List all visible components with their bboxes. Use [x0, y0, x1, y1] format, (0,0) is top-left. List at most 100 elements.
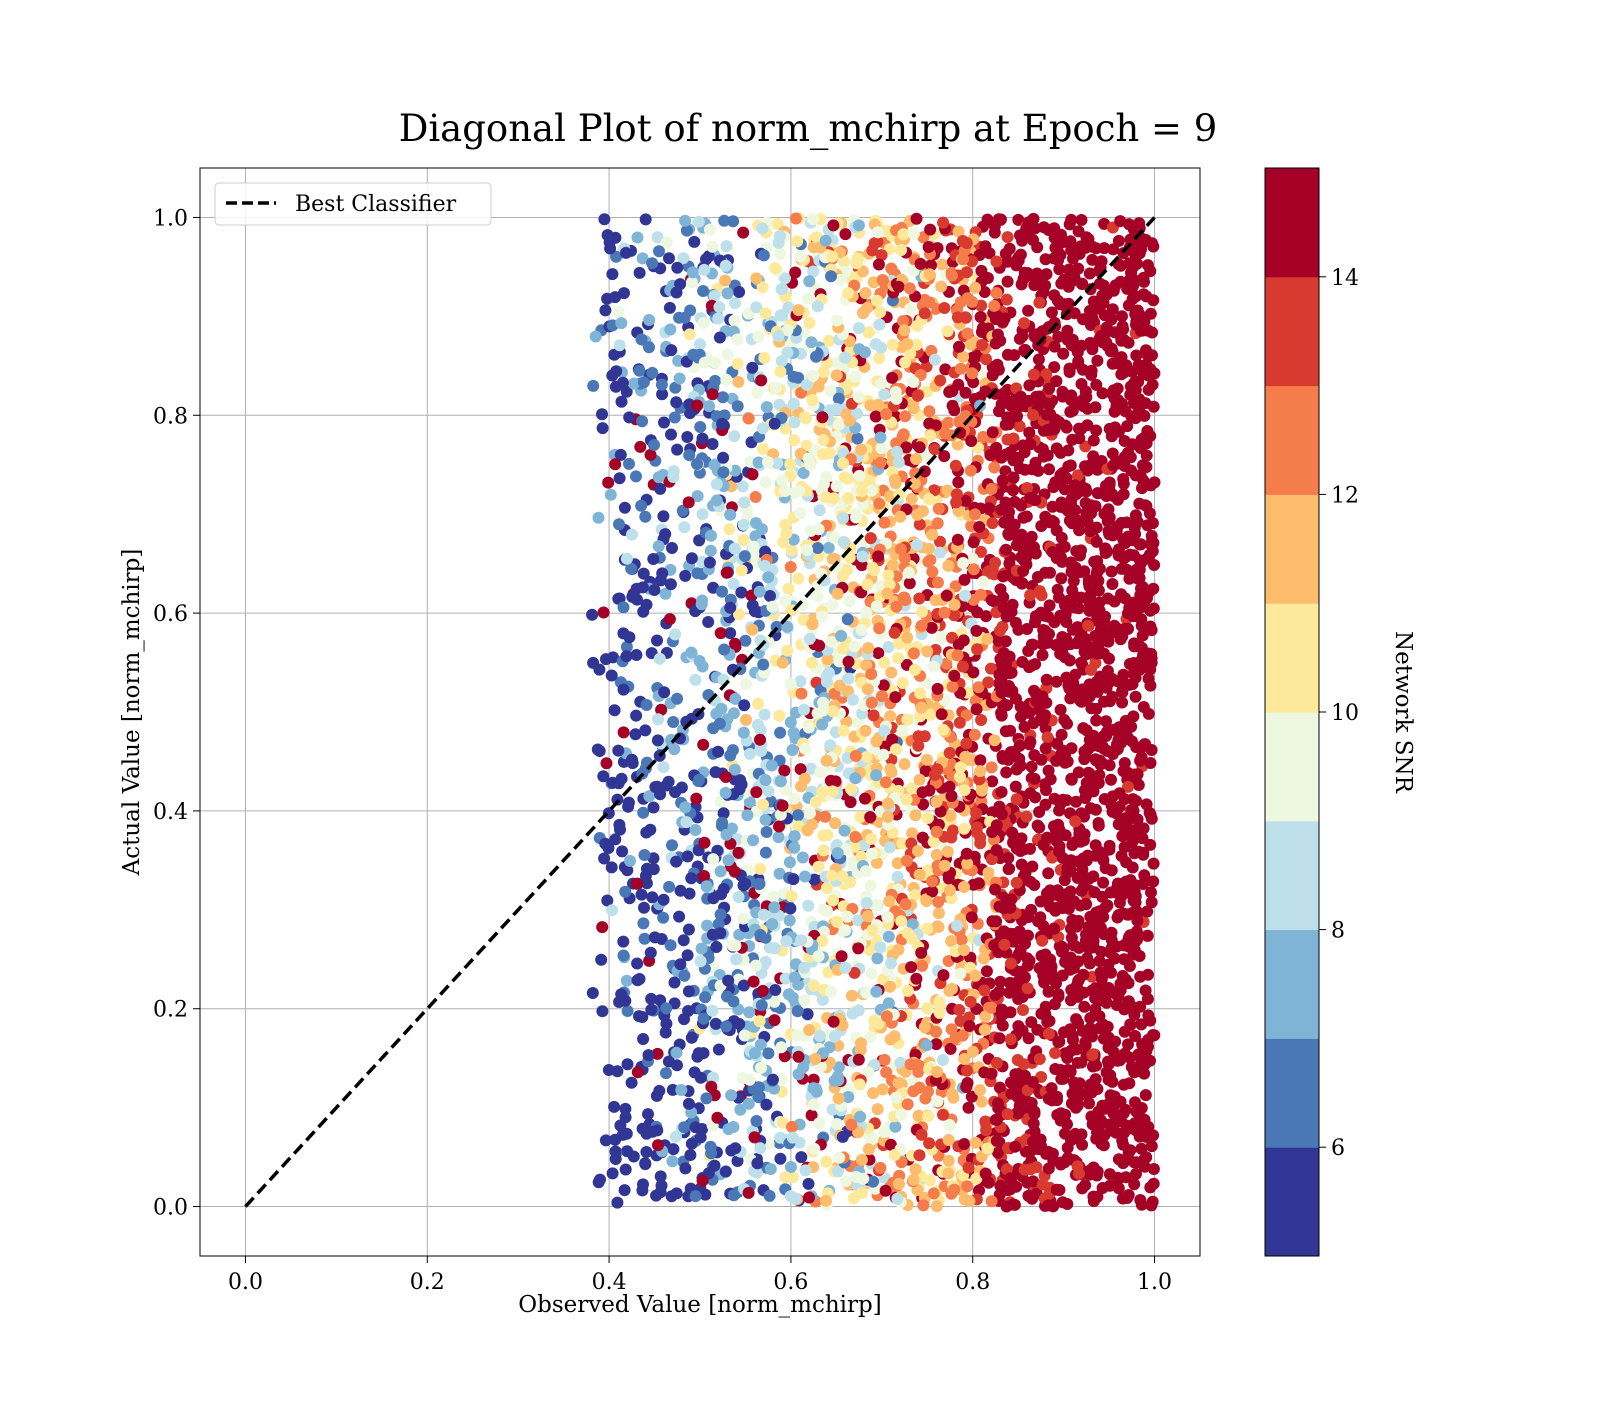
- scatter-point: [634, 441, 646, 453]
- scatter-point: [717, 391, 729, 403]
- scatter-point: [875, 378, 887, 390]
- scatter-point: [977, 576, 989, 588]
- scatter-point: [932, 577, 944, 589]
- scatter-point: [1134, 755, 1146, 767]
- scatter-point: [1090, 703, 1102, 715]
- scatter-point: [1119, 757, 1131, 769]
- scatter-point: [1146, 237, 1158, 249]
- scatter-point: [743, 1187, 755, 1199]
- scatter-point: [719, 275, 731, 287]
- scatter-point: [1128, 1120, 1140, 1132]
- scatter-point: [721, 991, 733, 1003]
- scatter-point: [739, 1030, 751, 1042]
- scatter-point: [859, 346, 871, 358]
- scatter-point: [622, 1058, 634, 1070]
- scatter-point: [965, 435, 977, 447]
- scatter-point: [656, 379, 668, 391]
- scatter-point: [690, 1121, 702, 1133]
- scatter-point: [934, 1007, 946, 1019]
- scatter-point: [947, 681, 959, 693]
- scatter-point: [776, 474, 788, 486]
- scatter-point: [1146, 813, 1158, 825]
- scatter-point: [606, 861, 618, 873]
- scatter-point: [787, 1132, 799, 1144]
- scatter-point: [646, 367, 658, 379]
- scatter-point: [1052, 831, 1064, 843]
- scatter-point: [678, 934, 690, 946]
- scatter-point: [932, 683, 944, 695]
- scatter-point: [874, 306, 886, 318]
- scatter-point: [633, 365, 645, 377]
- scatter-point: [615, 317, 627, 329]
- scatter-point: [1135, 398, 1147, 410]
- scatter-point: [978, 1066, 990, 1078]
- scatter-point: [1082, 620, 1094, 632]
- scatter-point: [964, 1020, 976, 1032]
- scatter-point: [609, 458, 621, 470]
- scatter-point: [921, 895, 933, 907]
- scatter-point: [785, 716, 797, 728]
- scatter-point: [784, 903, 796, 915]
- scatter-point: [910, 453, 922, 465]
- scatter-point: [1047, 481, 1059, 493]
- scatter-point: [747, 468, 759, 480]
- scatter-point: [1054, 648, 1066, 660]
- scatter-point: [1085, 369, 1097, 381]
- scatter-point: [901, 794, 913, 806]
- scatter-point: [1127, 261, 1139, 273]
- scatter-point: [1006, 1088, 1018, 1100]
- scatter-point: [1034, 585, 1046, 597]
- scatter-point: [926, 529, 938, 541]
- scatter-point: [891, 393, 903, 405]
- scatter-point: [652, 734, 664, 746]
- scatter-point: [969, 970, 981, 982]
- scatter-point: [1036, 935, 1048, 947]
- scatter-point: [1137, 1060, 1149, 1072]
- scatter-point: [1043, 1093, 1055, 1105]
- scatter-point: [828, 492, 840, 504]
- scatter-point: [664, 324, 676, 336]
- scatter-point: [653, 471, 665, 483]
- scatter-point: [806, 618, 818, 630]
- scatter-point: [1042, 424, 1054, 436]
- scatter-point: [1107, 529, 1119, 541]
- scatter-point: [785, 678, 797, 690]
- scatter-point: [1083, 767, 1095, 779]
- scatter-point: [866, 697, 878, 709]
- scatter-point: [914, 774, 926, 786]
- scatter-point: [1013, 251, 1025, 263]
- scatter-point: [603, 1064, 615, 1076]
- scatter-point: [630, 728, 642, 740]
- scatter-point: [670, 396, 682, 408]
- scatter-point: [1002, 276, 1014, 288]
- scatter-point: [915, 702, 927, 714]
- scatter-point: [993, 405, 1005, 417]
- scatter-point: [738, 879, 750, 891]
- scatter-point: [806, 818, 818, 830]
- scatter-point: [813, 861, 825, 873]
- scatter-point: [684, 328, 696, 340]
- scatter-point: [777, 536, 789, 548]
- scatter-point: [769, 984, 781, 996]
- scatter-point: [1091, 564, 1103, 576]
- scatter-point: [617, 936, 629, 948]
- scatter-point: [1033, 297, 1045, 309]
- scatter-point: [1143, 708, 1155, 720]
- scatter-point: [1022, 982, 1034, 994]
- scatter-point: [1081, 952, 1093, 964]
- scatter-point: [839, 228, 851, 240]
- scatter-point: [1052, 1036, 1064, 1048]
- scatter-point: [842, 613, 854, 625]
- scatter-point: [1123, 995, 1135, 1007]
- scatter-point: [975, 311, 987, 323]
- scatter-point: [799, 773, 811, 785]
- scatter-point: [1028, 369, 1040, 381]
- scatter-point: [1000, 766, 1012, 778]
- scatter-point: [907, 376, 919, 388]
- scatter-point: [943, 386, 955, 398]
- scatter-point: [683, 985, 695, 997]
- scatter-point: [808, 1099, 820, 1111]
- scatter-point: [761, 401, 773, 413]
- scatter-point: [988, 939, 1000, 951]
- scatter-point: [1022, 267, 1034, 279]
